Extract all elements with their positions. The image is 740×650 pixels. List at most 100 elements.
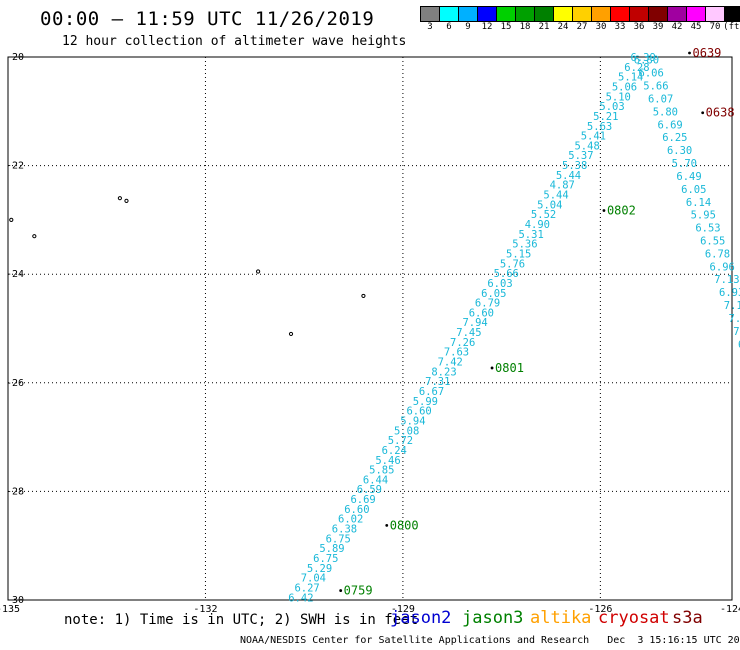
swh-value: 5.06 (612, 81, 637, 93)
legend-label: (ft) (723, 22, 740, 32)
lat-tick-label: -22 (6, 161, 24, 172)
pass-time-dot (385, 524, 389, 527)
swh-value: 6.14 (686, 197, 711, 209)
swh-value: 6.79 (475, 298, 500, 310)
swh-value: 6.24 (382, 445, 407, 457)
legend-label: 70 (709, 22, 721, 32)
island-marker (361, 293, 366, 299)
swh-value: 5.10 (606, 91, 631, 103)
legend-swatch (477, 6, 497, 22)
swh-value: 8.23 (431, 366, 456, 378)
swh-value: 6.25 (662, 132, 687, 144)
swh-value: 4.87 (550, 180, 575, 192)
pass-time-dot (688, 51, 691, 55)
lat-tick-label: -26 (6, 378, 24, 389)
legend-swatch (591, 6, 611, 22)
lat-tick-label: -28 (6, 486, 24, 497)
legend-swatch (458, 6, 478, 22)
lat-tick-label: -24 (6, 269, 24, 280)
swh-value: 5.80 (653, 106, 678, 118)
swh-value: 5.38 (562, 160, 587, 172)
swh-value: 5.36 (512, 239, 537, 251)
swh-value: 6.67 (419, 386, 444, 398)
pass-time-dot (490, 366, 494, 370)
legend-label: 45 (690, 22, 702, 32)
pass-time-dot (339, 589, 343, 592)
wave-height-tracks: 6.426.277.045.296.755.896.756.386.026.60… (288, 52, 740, 604)
swh-value: 5.31 (518, 229, 543, 241)
legend-label: 15 (500, 22, 512, 32)
swh-value: 5.37 (568, 150, 593, 162)
island-marker (288, 331, 294, 337)
pass-time-label: 0801 (495, 361, 524, 375)
islands (9, 196, 366, 337)
swh-value: 5.99 (413, 396, 438, 408)
legend-swatch (667, 6, 687, 22)
swh-value: 6.96 (710, 261, 735, 273)
map-frame (7, 56, 733, 601)
swh-value: 5.52 (531, 209, 556, 221)
legend-swatch (515, 6, 535, 22)
pass-time-label: 0759 (344, 584, 373, 598)
swh-value: 6.05 (681, 184, 706, 196)
swh-value: 6.30 (667, 145, 692, 157)
swh-value: 7.82 (729, 313, 740, 325)
swh-value: 6.80 (634, 55, 659, 67)
legend-label: 12 (481, 22, 493, 32)
swh-value: 6.05 (481, 288, 506, 300)
lon-tick-label: -135 (0, 604, 20, 615)
legend-label: 21 (538, 22, 550, 32)
swh-value: 5.70 (672, 158, 697, 170)
swh-value: 5.21 (593, 111, 618, 123)
swh-value: 7.04 (301, 573, 326, 585)
swh-value: 7.63 (444, 347, 469, 359)
swh-value: 5.66 (494, 268, 519, 280)
mission-name-s3a: s3a (672, 608, 703, 628)
legend-swatch (610, 6, 630, 22)
swh-value: 7.45 (456, 327, 481, 339)
axis-ticks: -135-132-129-126-123-124-20-22-24-26-28-… (0, 52, 740, 615)
legend-label: 39 (652, 22, 664, 32)
swh-value: 6.03 (487, 278, 512, 290)
lat-tick-label: -20 (6, 52, 24, 63)
swh-value: 5.41 (581, 131, 606, 143)
graticule (8, 57, 732, 600)
legend-swatch (724, 6, 740, 22)
island-marker (32, 234, 37, 239)
legend-label: 3 (427, 22, 433, 32)
swh-value: 6.60 (469, 307, 494, 319)
swh-value: 6.55 (700, 235, 725, 247)
legend-label: 9 (465, 22, 471, 32)
swh-value: 5.76 (500, 258, 525, 270)
map-subtitle: 12 hour collection of altimeter wave hei… (62, 34, 407, 49)
lon-tick-label: -124 (720, 604, 740, 615)
credit-line: NOAA/NESDIS Center for Satellite Applica… (240, 635, 740, 646)
swh-value: 7.18 (724, 300, 740, 312)
swh-value: 6.60 (344, 504, 369, 516)
swh-value: 7.13 (714, 274, 739, 286)
mission-name-jason3: jason3 (462, 608, 524, 628)
map-title: 00:00 — 11:59 UTC 11/26/2019 (40, 8, 375, 30)
pass-time-label: 0639 (693, 46, 722, 60)
swh-value: 6.93 (719, 287, 740, 299)
swh-value: 5.14 (618, 72, 643, 84)
swh-value: 7.26 (450, 337, 475, 349)
legend-label: 36 (633, 22, 645, 32)
swh-value: 5.03 (599, 101, 624, 113)
legend-swatch (420, 6, 440, 22)
swh-value: 6.59 (357, 484, 382, 496)
swh-value: 5.66 (643, 81, 668, 93)
swh-value: 5.04 (537, 199, 562, 211)
swh-value: 6.75 (326, 533, 351, 545)
swh-value: 6.28 (624, 62, 649, 74)
swh-value: 6.46 (738, 339, 740, 351)
swh-value: 5.29 (307, 563, 332, 575)
pass-time-label: 0638 (706, 106, 735, 120)
mission-name-jason2: jason2 (390, 608, 452, 628)
legend-label: 6 (446, 22, 452, 32)
legend-swatch (534, 6, 554, 22)
swh-value: 7.42 (438, 357, 463, 369)
lon-tick-label: -126 (588, 604, 612, 615)
swh-value: 5.08 (394, 425, 419, 437)
swh-value: 6.49 (676, 171, 701, 183)
